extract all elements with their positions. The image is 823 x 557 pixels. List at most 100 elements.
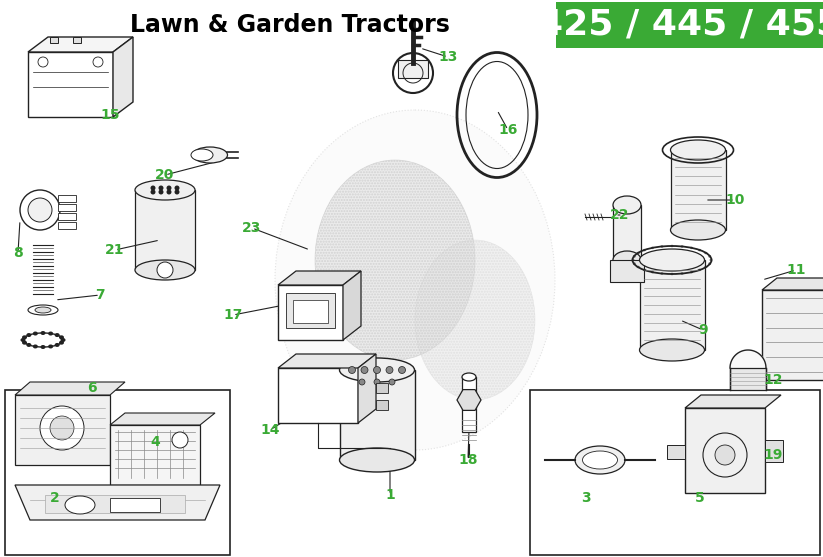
- Ellipse shape: [275, 110, 555, 450]
- Text: 14: 14: [260, 423, 280, 437]
- Text: 17: 17: [223, 308, 243, 322]
- Bar: [45, 495, 185, 513]
- Polygon shape: [28, 37, 133, 52]
- Text: 11: 11: [786, 263, 806, 277]
- Text: 6: 6: [87, 381, 97, 395]
- Ellipse shape: [21, 338, 26, 342]
- Circle shape: [151, 189, 156, 194]
- Ellipse shape: [643, 268, 646, 271]
- Ellipse shape: [575, 446, 625, 474]
- Ellipse shape: [22, 335, 27, 339]
- Ellipse shape: [671, 245, 673, 247]
- Bar: [73, 37, 81, 43]
- Ellipse shape: [651, 271, 654, 273]
- Text: 18: 18: [458, 453, 477, 467]
- Text: 16: 16: [498, 123, 518, 137]
- Ellipse shape: [708, 255, 711, 258]
- Ellipse shape: [33, 331, 38, 335]
- Ellipse shape: [633, 262, 636, 265]
- Bar: [58, 222, 76, 229]
- Bar: [671, 150, 726, 230]
- Circle shape: [374, 367, 380, 374]
- Text: 19: 19: [763, 448, 783, 462]
- Bar: [293, 300, 328, 323]
- Circle shape: [374, 379, 380, 385]
- Bar: [640, 260, 705, 350]
- Text: 12: 12: [763, 373, 783, 387]
- Polygon shape: [762, 278, 823, 290]
- Text: 22: 22: [610, 208, 630, 222]
- Text: 13: 13: [439, 50, 458, 64]
- Bar: [530, 390, 820, 555]
- Bar: [286, 293, 335, 328]
- Circle shape: [50, 416, 74, 440]
- Circle shape: [386, 367, 393, 374]
- Polygon shape: [278, 271, 361, 285]
- Text: 2: 2: [50, 491, 60, 505]
- Ellipse shape: [54, 333, 59, 337]
- Ellipse shape: [633, 255, 636, 258]
- Ellipse shape: [49, 331, 53, 335]
- Ellipse shape: [35, 307, 51, 313]
- Bar: [376, 400, 388, 410]
- Ellipse shape: [583, 451, 617, 469]
- Ellipse shape: [681, 245, 684, 248]
- Ellipse shape: [613, 251, 641, 269]
- Text: 9: 9: [698, 323, 708, 337]
- Ellipse shape: [193, 147, 227, 163]
- Circle shape: [166, 185, 171, 190]
- Ellipse shape: [671, 220, 726, 240]
- Ellipse shape: [22, 341, 27, 345]
- Circle shape: [174, 185, 179, 190]
- Ellipse shape: [415, 240, 535, 400]
- Bar: [685, 408, 765, 493]
- Polygon shape: [358, 354, 376, 423]
- Circle shape: [389, 379, 395, 385]
- Text: 1: 1: [385, 488, 395, 502]
- Bar: [15, 395, 110, 465]
- Ellipse shape: [709, 259, 713, 261]
- Circle shape: [361, 367, 368, 374]
- Bar: [278, 368, 358, 423]
- Polygon shape: [685, 395, 781, 408]
- Ellipse shape: [340, 358, 415, 382]
- Bar: [462, 377, 476, 432]
- Bar: [340, 370, 415, 460]
- Text: 425 / 445 / 455: 425 / 445 / 455: [538, 8, 823, 42]
- Text: 23: 23: [242, 221, 262, 235]
- Bar: [762, 290, 823, 380]
- Ellipse shape: [704, 252, 707, 254]
- Ellipse shape: [59, 341, 64, 345]
- Bar: [667, 445, 685, 459]
- Ellipse shape: [26, 343, 31, 347]
- Polygon shape: [113, 37, 133, 117]
- Bar: [376, 383, 388, 393]
- Bar: [50, 37, 58, 43]
- Ellipse shape: [651, 247, 654, 249]
- Ellipse shape: [340, 448, 415, 472]
- Ellipse shape: [698, 268, 701, 271]
- Bar: [398, 60, 428, 78]
- Ellipse shape: [643, 249, 646, 251]
- Text: 4: 4: [150, 435, 160, 449]
- Bar: [58, 213, 76, 220]
- Text: 8: 8: [13, 246, 23, 260]
- Ellipse shape: [671, 273, 673, 275]
- Ellipse shape: [704, 266, 707, 268]
- Bar: [28, 52, 113, 117]
- Ellipse shape: [40, 331, 45, 335]
- Ellipse shape: [660, 272, 663, 275]
- Circle shape: [166, 189, 171, 194]
- Ellipse shape: [59, 335, 64, 339]
- Ellipse shape: [315, 160, 475, 360]
- Polygon shape: [110, 413, 215, 425]
- Ellipse shape: [26, 333, 31, 337]
- Polygon shape: [730, 350, 766, 368]
- Ellipse shape: [637, 266, 639, 268]
- Bar: [556, 2, 823, 48]
- Ellipse shape: [33, 344, 38, 349]
- Ellipse shape: [28, 305, 58, 315]
- Bar: [135, 190, 195, 270]
- Circle shape: [398, 367, 406, 374]
- Bar: [613, 205, 641, 260]
